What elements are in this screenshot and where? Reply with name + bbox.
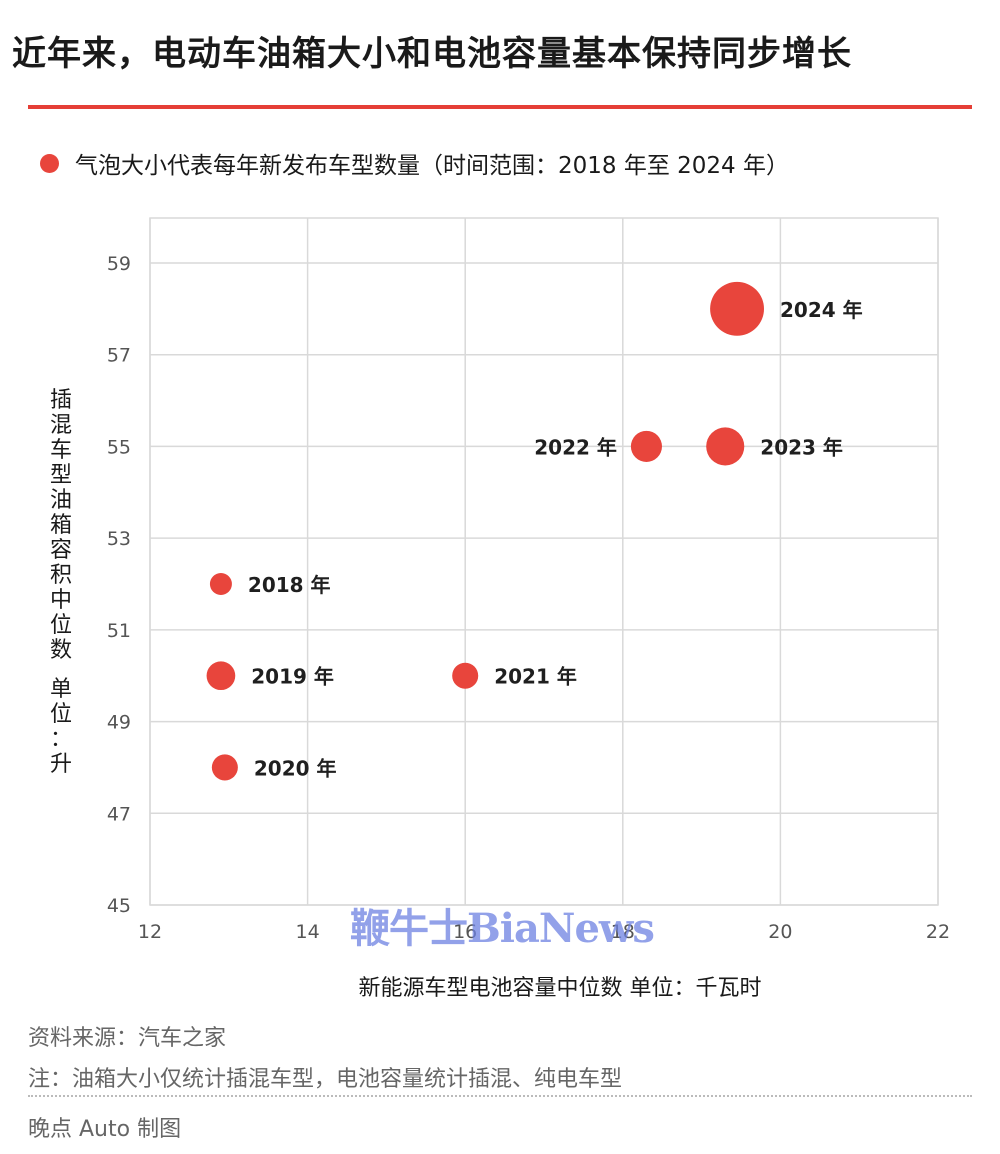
y-tick-label: 57 bbox=[107, 345, 131, 367]
y-axis-title-char: 单 bbox=[49, 677, 72, 702]
y-tick-label: 59 bbox=[107, 253, 131, 275]
legend-bubble-icon bbox=[40, 153, 59, 173]
y-tick-label: 51 bbox=[107, 620, 131, 642]
footer-divider bbox=[28, 1095, 972, 1097]
x-tick-label: 14 bbox=[296, 921, 320, 943]
y-axis-title-char: 箱 bbox=[49, 513, 72, 538]
y-axis-title-char: 数 bbox=[49, 638, 72, 663]
data-bubble bbox=[206, 661, 236, 691]
y-axis-title-char: 升 bbox=[49, 752, 72, 777]
footer-source: 资料来源：汽车之家 bbox=[28, 1026, 227, 1051]
data-label: 2021 年 bbox=[494, 665, 577, 689]
x-tick-label: 22 bbox=[926, 921, 950, 943]
y-axis-title-char: 油 bbox=[49, 488, 72, 513]
y-axis-title-char: ： bbox=[49, 727, 72, 752]
footer-credit: 晚点 Auto 制图 bbox=[28, 1117, 182, 1142]
y-axis-title-char: 容 bbox=[49, 538, 72, 563]
x-tick-label: 12 bbox=[138, 921, 162, 943]
data-bubble bbox=[452, 662, 479, 689]
x-tick-label: 20 bbox=[768, 921, 792, 943]
x-tick-label: 16 bbox=[453, 921, 477, 943]
title-divider bbox=[28, 105, 972, 109]
x-tick-label: 18 bbox=[611, 921, 635, 943]
y-axis-title-char: 插 bbox=[49, 388, 72, 413]
data-bubble bbox=[209, 573, 232, 595]
data-label: 2022 年 bbox=[534, 435, 617, 459]
y-tick-label: 45 bbox=[107, 895, 131, 917]
y-tick-label: 55 bbox=[107, 436, 131, 458]
data-label: 2018 年 bbox=[248, 573, 331, 597]
data-bubble bbox=[630, 430, 662, 462]
y-tick-label: 47 bbox=[107, 803, 131, 825]
legend-label: 气泡大小代表每年新发布车型数量（时间范围：2018 年至 2024 年） bbox=[75, 153, 789, 179]
y-axis-title-char: 车 bbox=[49, 438, 72, 463]
watermark-logo: 鞭牛士BiaNews bbox=[350, 905, 655, 952]
data-bubble bbox=[211, 754, 238, 781]
data-label: 2019 年 bbox=[251, 665, 334, 689]
data-label: 2024 年 bbox=[780, 298, 863, 322]
y-tick-label: 49 bbox=[107, 712, 131, 734]
y-axis-title-char: 位 bbox=[49, 702, 72, 727]
footer-note: 注：油箱大小仅统计插混车型，电池容量统计插混、纯电车型 bbox=[28, 1067, 623, 1092]
page-title: 近年来，电动车油箱大小和电池容量基本保持同步增长 bbox=[12, 34, 852, 74]
y-axis-title-char bbox=[46, 663, 76, 677]
y-axis-title-char: 混 bbox=[49, 413, 72, 438]
legend: 气泡大小代表每年新发布车型数量（时间范围：2018 年至 2024 年） bbox=[40, 146, 789, 180]
bubble-chart: 12 14 16 18 20 22 45 47 49 51 53 55 57 59 2018 年 2019 年… bbox=[107, 217, 950, 943]
y-tick-label: 53 bbox=[107, 528, 131, 550]
data-bubble bbox=[710, 281, 765, 336]
x-axis-title: 新能源车型电池容量中位数 单位：千瓦时 bbox=[358, 976, 762, 1001]
y-axis-title-char: 位 bbox=[49, 613, 72, 638]
y-axis-title: 插混车型油箱容积中位数单位：升 bbox=[46, 388, 76, 777]
y-axis-title-char: 积 bbox=[49, 563, 72, 588]
data-label: 2023 年 bbox=[760, 435, 843, 459]
data-label: 2020 年 bbox=[254, 756, 337, 780]
y-axis-title-char: 中 bbox=[49, 588, 72, 613]
data-bubble bbox=[706, 427, 745, 466]
y-axis-title-char: 型 bbox=[49, 463, 72, 488]
